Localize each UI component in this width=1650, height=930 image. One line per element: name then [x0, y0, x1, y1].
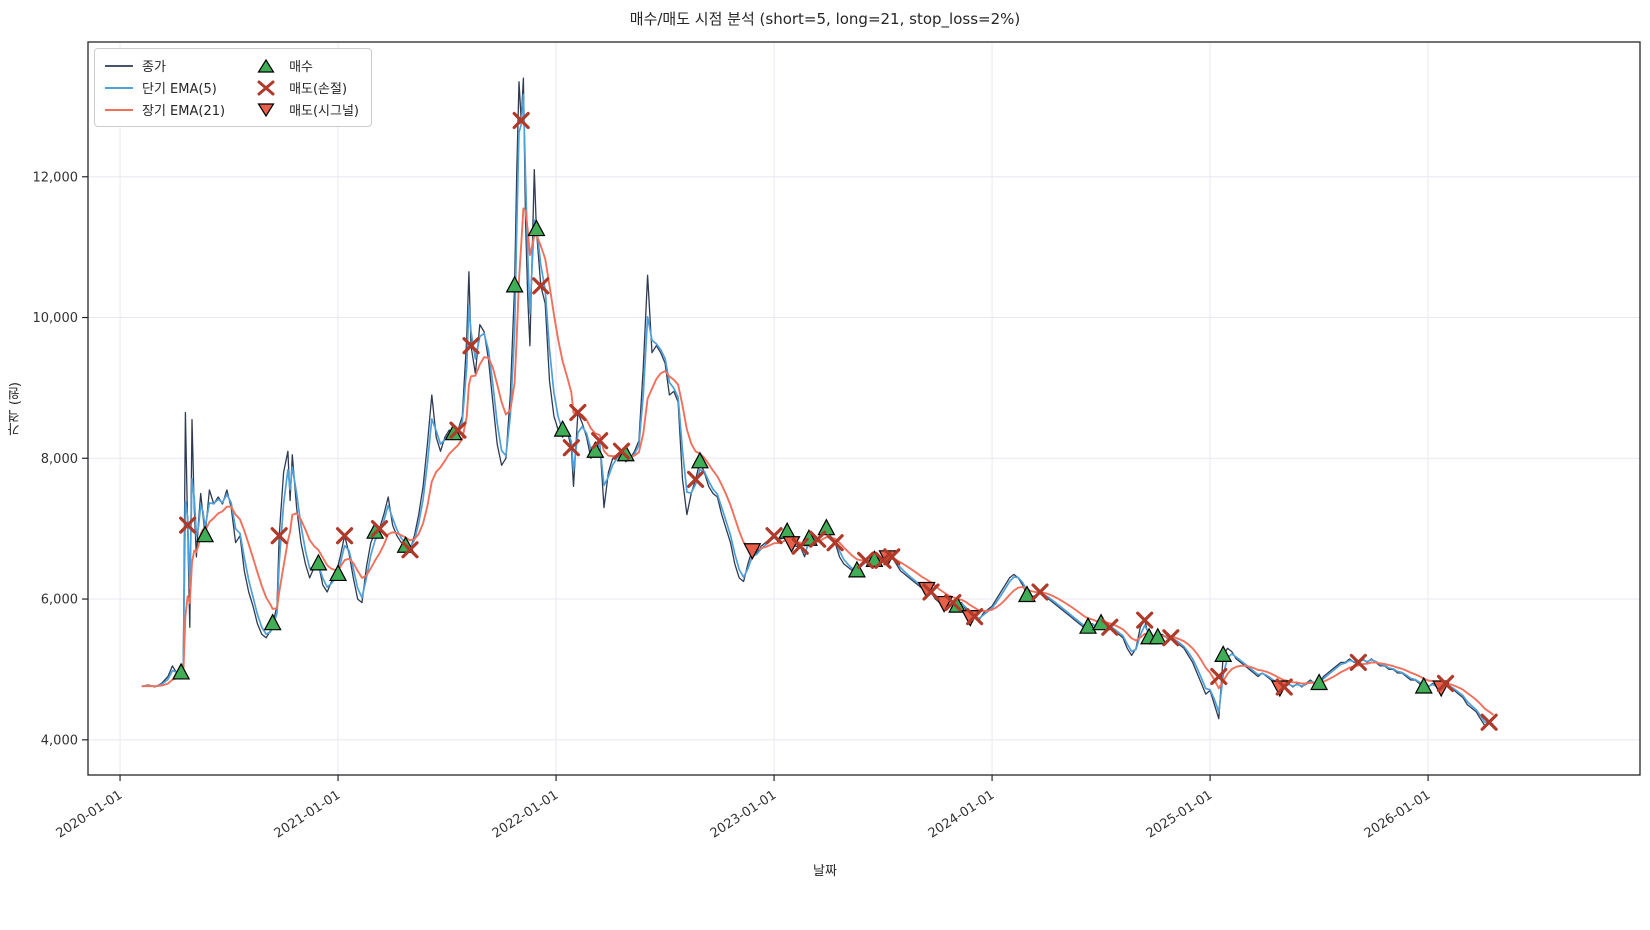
legend: 종가 단기 EMA(5) 장기 EMA(21) 매수 매도(손절) 매: [94, 48, 373, 127]
legend-markers-column: 매수 매도(손절) 매도(시그널): [251, 56, 359, 119]
axis-ticks-and-labels: 4,000 6,000 8,000 10,000 12,000 2020-01-01 202…: [33, 170, 1434, 841]
svg-text:2024-01-01: 2024-01-01: [926, 788, 998, 842]
axes-box: [87, 41, 1641, 776]
svg-text:2025-01-01: 2025-01-01: [1144, 788, 1216, 842]
svg-text:2023-01-01: 2023-01-01: [708, 788, 780, 842]
svg-text:10,000: 10,000: [33, 311, 79, 326]
buy-markers: [172, 219, 1433, 694]
svg-text:8,000: 8,000: [41, 452, 78, 467]
legend-label-sell-stop: 매도(손절): [289, 82, 348, 97]
legend-item-close: 종가: [104, 56, 225, 75]
svg-text:4,000: 4,000: [41, 733, 78, 748]
y-axis-label-wrap: 가격 (원): [6, 42, 25, 775]
stop-loss-marker-icon: [257, 80, 275, 95]
legend-item-buy: 매수: [251, 56, 359, 75]
svg-text:2022-01-01: 2022-01-01: [490, 788, 562, 842]
legend-label-ema-long: 장기 EMA(21): [142, 104, 226, 119]
y-axis-label: 가격 (원): [8, 381, 23, 436]
svg-text:2026-01-01: 2026-01-01: [1362, 788, 1434, 842]
legend-item-ema-short: 단기 EMA(5): [104, 78, 225, 97]
legend-label-close: 종가: [142, 60, 166, 75]
svg-text:2021-01-01: 2021-01-01: [272, 788, 344, 842]
svg-text:6,000: 6,000: [41, 593, 78, 608]
chart-title: 매수/매도 시점 분석 (short=5, long=21, stop_loss…: [629, 10, 1021, 28]
legend-item-sell-signal: 매도(시그널): [251, 100, 359, 119]
close-line-swatch-icon: [105, 64, 133, 67]
ema-long-line-swatch-icon: [105, 108, 133, 111]
svg-text:12,000: 12,000: [33, 170, 79, 185]
legend-item-sell-stop: 매도(손절): [251, 78, 359, 97]
legend-label-buy: 매수: [289, 60, 313, 75]
ema-short-line: [141, 93, 1494, 726]
svg-text:2020-01-01: 2020-01-01: [54, 788, 126, 842]
signal-sell-marker-icon: [257, 102, 275, 117]
stop-loss-markers: [179, 111, 1498, 731]
x-axis-label: 날짜: [813, 864, 837, 879]
legend-label-sell-signal: 매도(시그널): [289, 104, 360, 119]
legend-label-ema-short: 단기 EMA(5): [142, 82, 217, 97]
close-line: [141, 77, 1494, 727]
ema-long-line: [141, 207, 1495, 716]
ema-short-line-swatch-icon: [105, 86, 133, 89]
legend-item-ema-long: 장기 EMA(21): [104, 100, 225, 119]
legend-lines-column: 종가 단기 EMA(5) 장기 EMA(21): [104, 56, 225, 119]
signal-sell-markers: [743, 536, 1451, 698]
grid-lines: [88, 42, 1640, 775]
buy-marker-icon: [257, 58, 275, 73]
